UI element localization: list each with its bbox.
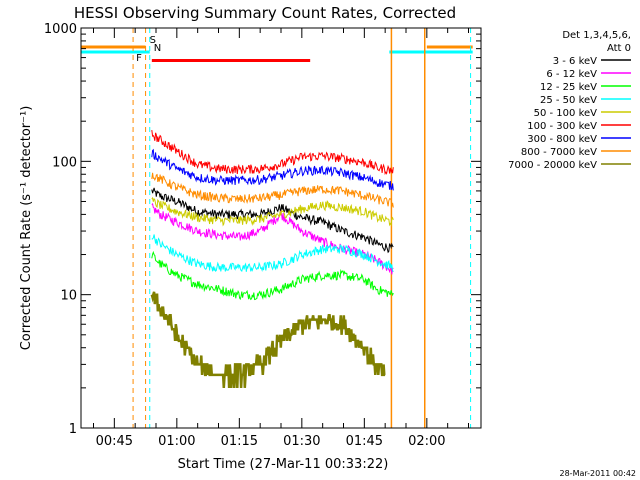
status-marker-label: S xyxy=(150,35,156,46)
x-tick-label: 02:00 xyxy=(408,434,445,449)
footer-date: 28-Mar-2011 00:42 xyxy=(560,469,637,478)
legend-entry-label: 3 - 6 keV xyxy=(553,56,597,67)
y-axis-label: Corrected Count Rate (s⁻¹ detector⁻¹) xyxy=(19,106,34,351)
series-line xyxy=(151,172,394,208)
status-marker-label: F xyxy=(136,53,142,64)
x-axis: 00:45 01:00 01:15 01:30 01:45 02:00 xyxy=(93,28,469,449)
legend-entry-label: 100 - 300 keV xyxy=(527,121,597,132)
y-tick-label: 1 xyxy=(69,422,77,437)
status-marker-label: N xyxy=(154,43,161,54)
legend-entry-label: 6 - 12 keV xyxy=(546,69,597,80)
legend-entry-label: 800 - 7000 keV xyxy=(521,147,597,158)
status-markers xyxy=(132,28,472,428)
status-bars xyxy=(81,45,473,63)
legend: Det 1,3,4,5,6, Att 0 3 - 6 keV 6 - 12 keV 12… xyxy=(508,30,631,171)
x-tick-label: 01:15 xyxy=(221,434,258,449)
legend-entry-label: 12 - 25 keV xyxy=(540,82,597,93)
legend-entry-label: 300 - 800 keV xyxy=(527,134,597,145)
legend-entry-label: 50 - 100 keV xyxy=(534,108,598,119)
y-axis: 1 10 100 1000 xyxy=(44,22,481,437)
marker-labels: SF N xyxy=(136,35,161,64)
x-tick-label: 01:30 xyxy=(283,434,320,449)
series-line xyxy=(151,234,394,273)
series-line xyxy=(150,291,386,388)
series-line xyxy=(151,196,394,227)
legend-title: Det 1,3,4,5,6, xyxy=(562,30,631,41)
series-line xyxy=(151,148,394,191)
legend-entry-label: 25 - 50 keV xyxy=(540,95,597,106)
y-tick-label: 1000 xyxy=(44,22,77,37)
legend-title: Att 0 xyxy=(607,43,631,54)
legend-entry-label: 7000 - 20000 keV xyxy=(508,160,597,171)
chart-title: HESSI Observing Summary Count Rates, Cor… xyxy=(74,4,456,22)
x-axis-label: Start Time (27-Mar-11 00:33:22) xyxy=(178,457,389,472)
series-lines xyxy=(150,130,394,388)
x-tick-label: 01:45 xyxy=(346,434,383,449)
x-tick-label: 01:00 xyxy=(158,434,195,449)
series-line xyxy=(151,187,394,254)
y-tick-label: 10 xyxy=(60,289,77,304)
y-tick-label: 100 xyxy=(52,155,77,170)
series-line xyxy=(151,130,394,176)
series-line xyxy=(151,250,394,301)
x-tick-label: 00:45 xyxy=(96,434,133,449)
